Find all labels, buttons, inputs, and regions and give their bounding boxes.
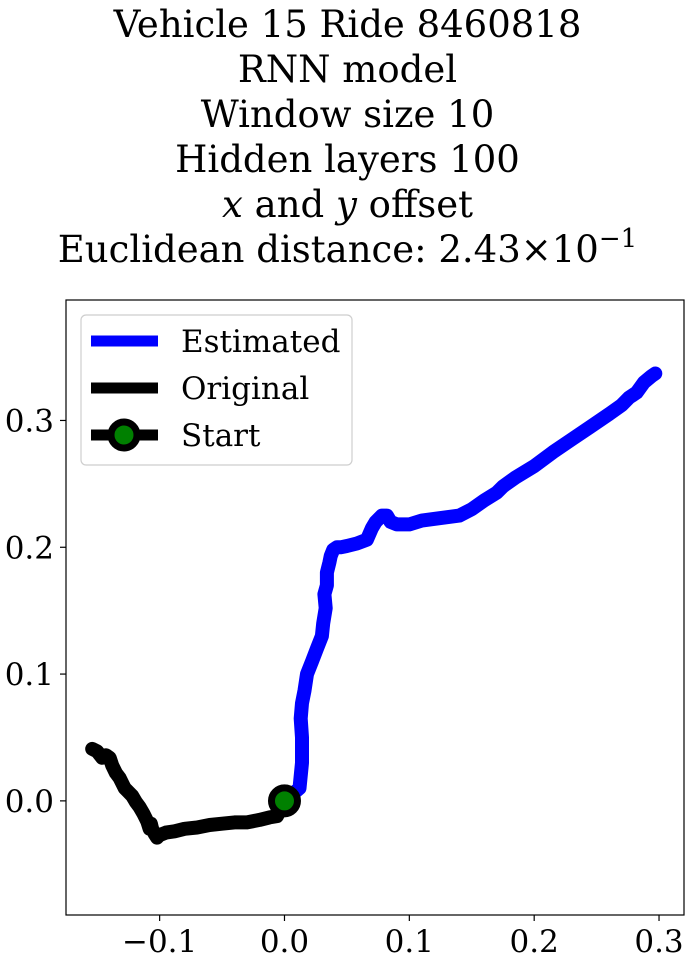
x-tick-label: −0.1 [122,924,197,960]
title-distance-text: Euclidean distance: 2.43 [57,228,521,271]
title-line-vehicle: Vehicle 15 Ride 8460818 [113,3,582,46]
y-tick-label: 0.0 [5,784,54,820]
x-tick-label: 0.1 [385,924,434,960]
axes-frame [65,299,685,916]
title-offset-text: offset [356,183,473,226]
title-line-window: Window size 10 [200,93,495,136]
series-layer [85,366,663,845]
title-line-model: RNN model [237,48,458,91]
title-times-symbol: × [520,228,552,271]
x-tick-label: 0.0 [260,924,309,960]
y-tick-label: 0.3 [5,403,54,439]
legend-label-original: Original [181,371,309,407]
y-tick-label: 0.2 [5,530,54,566]
x-axis: −0.1 0.0 0.1 0.2 0.3 [122,915,684,960]
title-y-symbol: y [336,183,357,226]
series-line-estimated [277,366,663,808]
title-line-hidden: Hidden layers 100 [175,138,520,181]
y-tick-label: 0.1 [5,657,54,693]
y-axis: 0.0 0.1 0.2 0.3 [5,403,66,820]
x-tick-label: 0.3 [634,924,683,960]
title-and-text: and [242,183,336,226]
legend-start-marker [107,418,141,452]
title-line-distance: Euclidean distance: 2.43×10−1 [0,224,695,272]
legend-box [80,314,353,466]
title-power-base: 10 [551,228,599,271]
title-line-offset: x and y offset [0,182,695,227]
legend-label-start: Start [181,418,261,454]
legend: Estimated Original Start [80,314,353,466]
chart-title: Vehicle 15 Ride 8460818 RNN model Window… [0,2,695,272]
title-x-symbol: x [222,183,243,226]
marker-layer [267,784,301,818]
x-tick-label: 0.2 [510,924,559,960]
title-power-exponent: −1 [598,224,638,254]
series-line-original [85,741,292,845]
legend-label-estimated: Estimated [181,324,340,360]
start-marker [267,784,301,818]
